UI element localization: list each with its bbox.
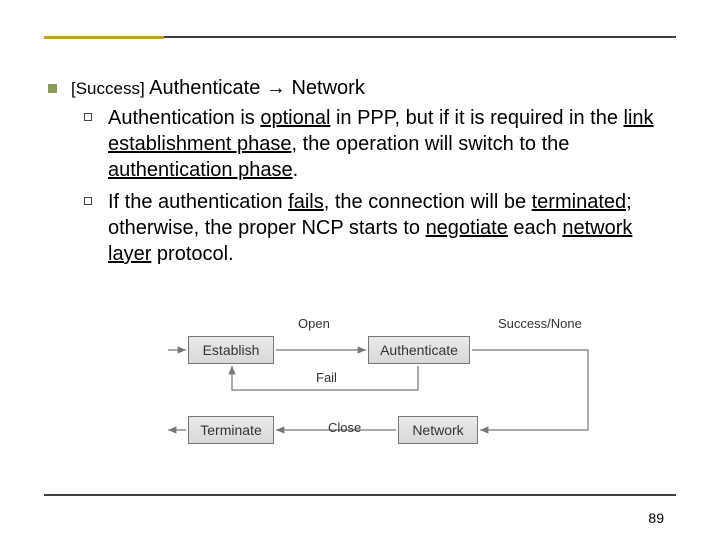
main-bullet-text: [Success] Authenticate → Network bbox=[71, 76, 365, 101]
sub-bullet-row: Authentication is optional in PPP, but i… bbox=[84, 105, 676, 183]
diagram-label-success: Success/None bbox=[498, 316, 582, 331]
hollow-bullet-icon bbox=[84, 113, 92, 121]
state-diagram: Establish Authenticate Terminate Network Ope… bbox=[168, 306, 608, 466]
diagram-box-terminate: Terminate bbox=[188, 416, 274, 444]
page-number: 89 bbox=[648, 510, 664, 526]
diagram-label-close: Close bbox=[328, 420, 361, 435]
bottom-rule bbox=[44, 494, 676, 496]
prefix-text: [Success] bbox=[71, 79, 145, 98]
main-bullet-row: [Success] Authenticate → Network bbox=[48, 76, 676, 101]
sub-bullet-list: Authentication is optional in PPP, but i… bbox=[84, 105, 676, 267]
diagram-box-authenticate: Authenticate bbox=[368, 336, 470, 364]
square-bullet-icon bbox=[48, 84, 57, 93]
diagram-box-network: Network bbox=[398, 416, 478, 444]
hollow-bullet-icon bbox=[84, 197, 92, 205]
slide-content: [Success] Authenticate → Network Authent… bbox=[48, 76, 676, 273]
top-rule-accent bbox=[44, 36, 164, 39]
diagram-label-fail: Fail bbox=[316, 370, 337, 385]
diagram-box-establish: Establish bbox=[188, 336, 274, 364]
title-b: Network bbox=[291, 77, 364, 99]
sub-bullet-text: If the authentication fails, the connect… bbox=[108, 189, 676, 267]
title-a: Authenticate bbox=[149, 77, 260, 99]
diagram-label-open: Open bbox=[298, 316, 330, 331]
arrow-glyph: → bbox=[266, 77, 286, 99]
sub-bullet-row: If the authentication fails, the connect… bbox=[84, 189, 676, 267]
sub-bullet-text: Authentication is optional in PPP, but i… bbox=[108, 105, 676, 183]
